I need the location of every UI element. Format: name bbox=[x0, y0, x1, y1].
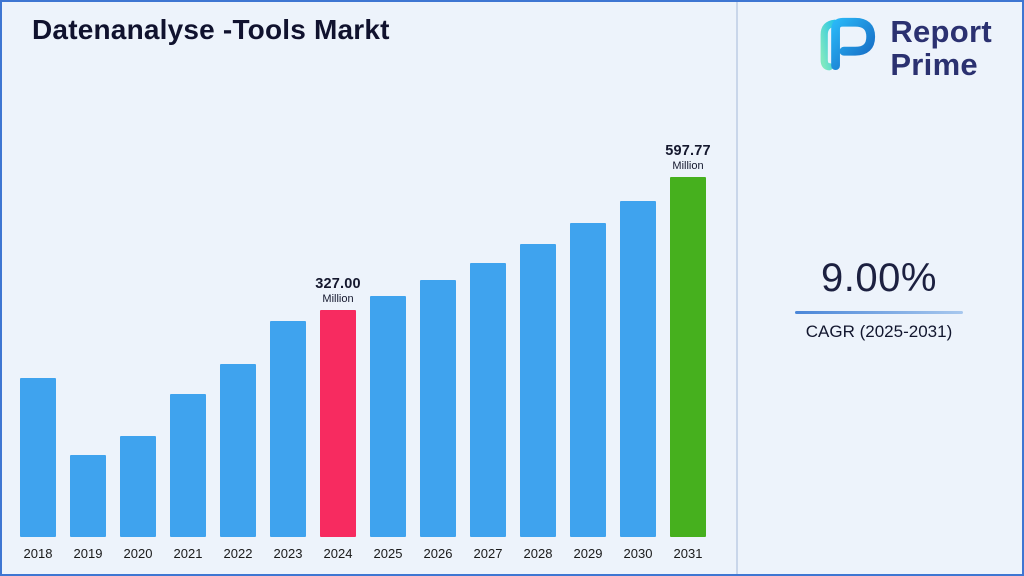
annotation-unit: Million bbox=[672, 160, 704, 172]
bar-2020: 2020 bbox=[120, 436, 156, 561]
bar-value-label-2024: 327.00 Million bbox=[315, 276, 361, 305]
bar-2022: 2022 bbox=[220, 364, 256, 561]
bar-2018: 2018 bbox=[20, 378, 56, 561]
cagr-label: CAGR (2025-2031) bbox=[805, 322, 953, 341]
x-axis-label-2026: 2026 bbox=[423, 546, 453, 561]
bar-2027: 2027 bbox=[470, 263, 506, 561]
cagr-value: 9.00% bbox=[821, 256, 937, 300]
annotation-value: 327.00 bbox=[315, 276, 361, 292]
x-axis-label-2024: 2024 bbox=[323, 546, 353, 561]
annotation-value: 597.77 bbox=[665, 143, 711, 159]
x-axis-label-2022: 2022 bbox=[223, 546, 253, 561]
bar-value-label-2031: 597.77 Million bbox=[665, 143, 711, 172]
cagr-block: 9.00% CAGR (2025-2031) bbox=[736, 256, 1022, 342]
report-prime-logo: Report Prime bbox=[818, 14, 992, 81]
x-axis-label-2021: 2021 bbox=[173, 546, 203, 561]
annotation-unit: Million bbox=[322, 293, 354, 305]
bar-2021: 2021 bbox=[170, 394, 206, 561]
x-axis-label-2019: 2019 bbox=[73, 546, 103, 561]
bar-2029: 2029 bbox=[570, 223, 606, 561]
report-prime-logo-text: Report Prime bbox=[890, 15, 992, 81]
bar-2023: 2023 bbox=[270, 321, 306, 561]
bar-2025: 2025 bbox=[370, 296, 406, 561]
bar-2019: 2019 bbox=[70, 455, 106, 561]
bar-2026: 2026 bbox=[420, 280, 456, 561]
bar-chart: 2018 2019 2020 2021 2022 2023 2024 327.00 Millio… bbox=[20, 143, 711, 561]
x-axis-label-2029: 2029 bbox=[573, 546, 603, 561]
logo-line-prime: Prime bbox=[890, 46, 978, 82]
x-axis-label-2031: 2031 bbox=[673, 546, 703, 561]
bar-2028: 2028 bbox=[520, 244, 556, 561]
x-axis-label-2025: 2025 bbox=[373, 546, 403, 561]
page-title: Datenanalyse -Tools Markt bbox=[32, 14, 390, 45]
x-axis-label-2018: 2018 bbox=[23, 546, 53, 561]
bar-2031: 2031 597.77 Million bbox=[665, 143, 710, 561]
x-axis-label-2023: 2023 bbox=[273, 546, 303, 561]
panel-divider bbox=[736, 2, 738, 574]
x-axis-label-2020: 2020 bbox=[123, 546, 153, 561]
bar-2030: 2030 bbox=[620, 201, 656, 561]
bar-2024: 2024 327.00 Million bbox=[315, 276, 360, 561]
x-axis-label-2027: 2027 bbox=[473, 546, 503, 561]
cagr-underline bbox=[795, 311, 963, 314]
report-prime-logo-icon bbox=[818, 14, 880, 81]
x-axis-label-2030: 2030 bbox=[623, 546, 653, 561]
x-axis-label-2028: 2028 bbox=[523, 546, 553, 561]
logo-line-report: Report bbox=[890, 13, 992, 49]
